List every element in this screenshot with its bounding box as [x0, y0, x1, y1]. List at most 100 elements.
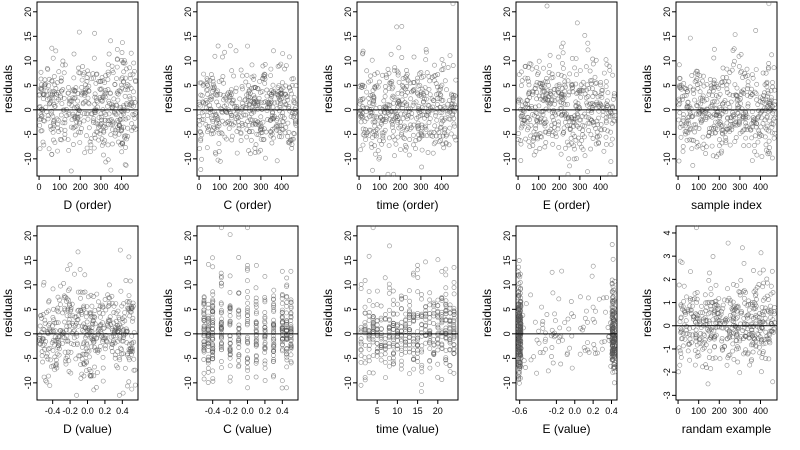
residual-point — [219, 365, 224, 371]
residual-point — [706, 277, 712, 283]
residual-point — [379, 72, 385, 78]
x-tick-label: 100 — [52, 182, 67, 192]
residual-point — [112, 352, 118, 358]
residual-point — [125, 108, 130, 113]
residual-point — [571, 143, 577, 149]
residual-point — [238, 67, 244, 73]
residual-point — [262, 81, 268, 86]
residual-point — [725, 115, 731, 121]
residual-point — [272, 100, 278, 106]
residual-point — [213, 151, 219, 157]
residual-point — [601, 106, 607, 111]
residual-point — [72, 116, 78, 121]
residual-point — [291, 130, 296, 136]
residual-point — [737, 370, 743, 376]
residual-point — [590, 304, 596, 310]
residual-point — [452, 93, 458, 99]
residual-point — [110, 342, 115, 347]
residual-point — [432, 113, 438, 118]
residual-point — [560, 40, 566, 46]
residual-point — [423, 317, 429, 322]
residual-point — [578, 94, 584, 100]
residual-point — [61, 280, 66, 286]
residual-point — [362, 310, 368, 316]
residual-point — [128, 50, 134, 56]
residual-point — [218, 332, 224, 338]
y-tick-label: -5 — [23, 130, 33, 138]
residual-point — [96, 124, 101, 130]
residual-point — [207, 97, 213, 103]
residual-point — [111, 320, 117, 326]
residual-point — [573, 81, 579, 87]
residual-point — [419, 362, 425, 368]
residual-point — [526, 89, 532, 95]
residual-point — [758, 124, 764, 130]
residual-point — [371, 101, 377, 107]
residual-point — [588, 132, 594, 137]
residual-point — [437, 133, 443, 139]
residual-point — [446, 142, 452, 148]
residual-point — [738, 277, 744, 283]
residual-point — [253, 311, 259, 317]
residual-point — [443, 355, 449, 360]
residual-point — [61, 293, 67, 299]
residual-point — [608, 129, 613, 135]
residual-point — [740, 75, 745, 80]
residual-point — [545, 79, 550, 85]
residual-point — [291, 131, 297, 137]
residual-point — [44, 97, 50, 103]
residual-point — [752, 142, 757, 148]
residual-point — [447, 125, 453, 131]
residual-point — [416, 71, 422, 77]
residual-point — [377, 154, 382, 160]
residual-point — [38, 69, 44, 75]
residual-point — [56, 343, 62, 349]
residual-point — [205, 320, 211, 326]
residual-point — [569, 365, 575, 371]
residual-point — [262, 358, 268, 364]
residual-point — [691, 91, 697, 96]
residual-point — [261, 71, 267, 77]
residual-point — [284, 303, 289, 309]
residual-point — [744, 92, 750, 98]
residual-point — [279, 385, 285, 391]
residual-point — [64, 298, 69, 304]
residual-point — [714, 111, 720, 117]
residual-point — [439, 268, 445, 274]
residual-point — [742, 127, 747, 133]
residual-point — [110, 127, 115, 133]
residual-point — [107, 91, 113, 97]
residual-point — [201, 326, 207, 332]
residual-point — [37, 146, 43, 152]
residual-point — [562, 79, 568, 85]
residual-point — [550, 141, 556, 147]
residual-point — [390, 358, 396, 364]
residual-point — [89, 373, 94, 378]
residual-point — [201, 297, 207, 303]
residual-point — [374, 348, 380, 354]
residual-point — [522, 75, 528, 81]
residual-point — [92, 347, 98, 353]
residual-point — [759, 154, 765, 159]
residual-point — [69, 301, 75, 307]
residual-point — [47, 327, 53, 333]
residual-point — [382, 275, 388, 281]
residual-point — [528, 61, 534, 67]
residual-point — [736, 119, 742, 125]
residual-point — [96, 299, 101, 305]
residual-point — [555, 71, 561, 77]
residual-point — [410, 270, 416, 276]
residual-point — [369, 144, 375, 150]
residual-point — [693, 111, 699, 117]
residual-point — [384, 75, 389, 80]
residual-point — [549, 114, 555, 120]
residual-point — [251, 76, 256, 82]
residual-point — [120, 141, 125, 147]
residual-point — [219, 131, 225, 137]
residual-point — [66, 317, 72, 323]
residual-point — [253, 304, 259, 310]
residual-point — [451, 305, 457, 311]
residual-point — [376, 79, 382, 85]
